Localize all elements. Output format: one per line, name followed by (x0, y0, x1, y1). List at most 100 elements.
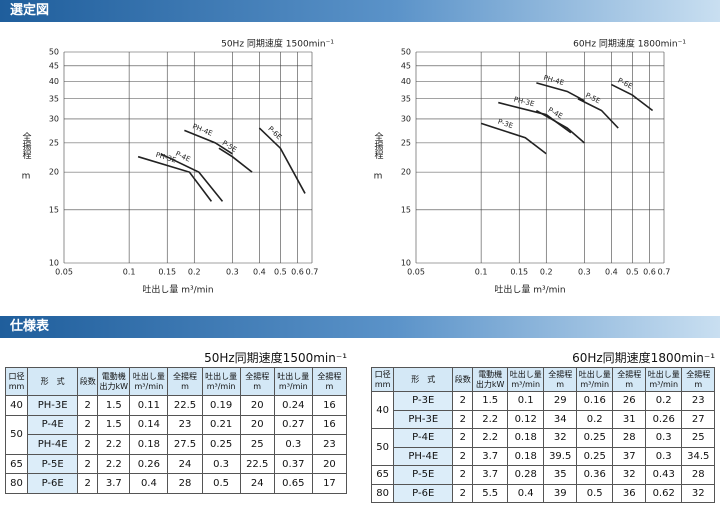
y-tick-label: 15 (49, 205, 59, 214)
cell: 20 (239, 395, 275, 416)
header-text: 吐出し量 (509, 369, 542, 379)
cell: 0.12 (506, 409, 545, 429)
model-cell: PH-4E (27, 434, 79, 455)
cell: 37 (612, 446, 646, 466)
header-text: m³/min (580, 379, 610, 389)
header-cell: 吐出し量 m³/min (506, 367, 545, 392)
x-tick-label: 0.1 (475, 268, 488, 277)
curve (184, 129, 233, 155)
header-text: m (625, 379, 634, 389)
cell: 22.5 (167, 395, 203, 416)
x-tick-label: 0.6 (643, 268, 656, 277)
data-row: PH-4E 2 2.2 0.18 27.5 0.25 25 0.3 23 (6, 434, 348, 455)
x-tick-label: 0.05 (407, 268, 425, 277)
model-cell: PH-3E (27, 395, 79, 416)
model-cell: P-5E (393, 465, 454, 485)
header-cell: 全揚程 m (681, 367, 715, 392)
y-tick-label: 20 (401, 168, 411, 177)
charts: 0.05 0.1 0.15 0.2 0.3 0.4 0.5 0.6 0.710152025303… (21, 38, 687, 296)
y-tick-label: 50 (49, 48, 59, 57)
spec-table-60hz: 60Hz同期速度1800min⁻¹ 口径 mm 形 式段数 電動機 出力kW 吐出し量 m³/… (370, 349, 715, 503)
cell: 0.3 (644, 446, 683, 466)
model-cell: P-5E (27, 453, 79, 475)
cell: 27.5 (167, 434, 203, 455)
header-cell: 全揚程 m (543, 367, 577, 392)
curve (160, 153, 224, 202)
cell: 2 (452, 409, 474, 429)
cell: 0.18 (506, 428, 545, 448)
header-text: 形 式 (411, 374, 436, 384)
cell: 23 (167, 414, 203, 436)
data-row: 50 P-4E 2 2.2 0.18 32 0.25 28 0.3 25 (370, 428, 715, 466)
cell: 23 (311, 434, 348, 455)
header-text: 吐出し量 (578, 369, 611, 379)
model-cell: PH-3E (393, 409, 454, 429)
x-tick-label: 0.6 (291, 268, 304, 277)
header-text: mm (374, 379, 391, 389)
cell: 2 (77, 453, 99, 475)
header-text: 吐出し量 (205, 371, 238, 381)
cell: 16 (311, 414, 348, 436)
cell: 0.26 (129, 453, 169, 475)
x-tick-label: 0.05 (55, 268, 73, 277)
cell: 0.62 (644, 483, 683, 503)
cell: 35 (543, 465, 577, 485)
cell: 31 (612, 409, 646, 429)
header-text: 出力kW (475, 379, 505, 389)
cell: 34.5 (681, 446, 715, 466)
y-tick-label: 35 (49, 94, 59, 103)
cell: 3.7 (472, 465, 508, 485)
cell: 0.4 (506, 483, 545, 503)
data-row: 65 P-5E 2 3.7 0.28 35 0.36 32 0.43 28 (370, 465, 715, 485)
y-tick-label: 20 (49, 168, 59, 177)
x-tick-label: 0.4 (605, 268, 618, 277)
cell: 17 (311, 473, 348, 494)
header-text: 全揚程 (317, 371, 342, 381)
x-tick-label: 0.15 (510, 268, 528, 277)
cell: 20 (311, 453, 348, 475)
model-cell: P-4E (393, 428, 454, 448)
cell: 0.2 (575, 409, 614, 429)
x-tick-label: 0.3 (226, 268, 239, 277)
cell: 28 (681, 465, 715, 485)
cell: 39.5 (543, 446, 577, 466)
x-tick-label: 0.7 (658, 268, 671, 277)
data-row: PH-4E 2 3.7 0.18 39.5 0.25 37 0.3 34.5 (372, 446, 715, 466)
y-axis-label: 全揚程 (21, 131, 32, 160)
header-cell: 口径 mm (4, 367, 29, 396)
data-row: 80 P-6E 2 5.5 0.4 39 0.5 36 0.62 32 (370, 483, 715, 503)
x-tick-label: 0.15 (158, 268, 176, 277)
cell: 29 (543, 391, 577, 411)
cell: 0.25 (575, 446, 614, 466)
cell: 0.25 (201, 434, 241, 455)
curve (218, 147, 253, 173)
header-cell: 電動機 出力kW (97, 367, 131, 396)
section-bar: 選定図 (0, 0, 720, 22)
cell: 28 (612, 428, 646, 448)
header-text: 全揚程 (686, 369, 711, 379)
cell: 5.5 (472, 483, 508, 503)
header-cell: 段数 (77, 367, 99, 396)
header-cell: 吐出し量 m³/min (644, 367, 683, 392)
curve (577, 98, 619, 129)
curve (498, 101, 572, 134)
model-cell: P-4E (27, 414, 79, 436)
cell: 23 (681, 391, 715, 411)
cell: 0.26 (644, 409, 683, 429)
cell: 32 (612, 465, 646, 485)
cell: 0.25 (575, 428, 614, 448)
table: 口径 mm 形 式段数 電動機 出力kW 吐出し量 m³/min 全揚程 m 吐出し量 m³/min… (370, 367, 715, 503)
header-text: m³/min (278, 381, 308, 391)
cell: 32 (543, 428, 577, 448)
y-tick-label: 10 (401, 259, 411, 268)
cell: 26 (612, 391, 646, 411)
cell: 2.2 (97, 434, 131, 455)
chart-title: 60Hz 同期速度 1800min⁻¹ (573, 38, 686, 50)
y-tick-label: 50 (401, 48, 411, 57)
model-cell: P-6E (27, 473, 79, 494)
cell: 16 (311, 395, 348, 416)
x-tick-label: 0.1 (123, 268, 136, 277)
data-row: 65 P-5E 2 2.2 0.26 24 0.3 22.5 0.37 20 (4, 453, 348, 475)
x-tick-label: 0.5 (274, 268, 287, 277)
header-text: 出力kW (99, 381, 129, 391)
